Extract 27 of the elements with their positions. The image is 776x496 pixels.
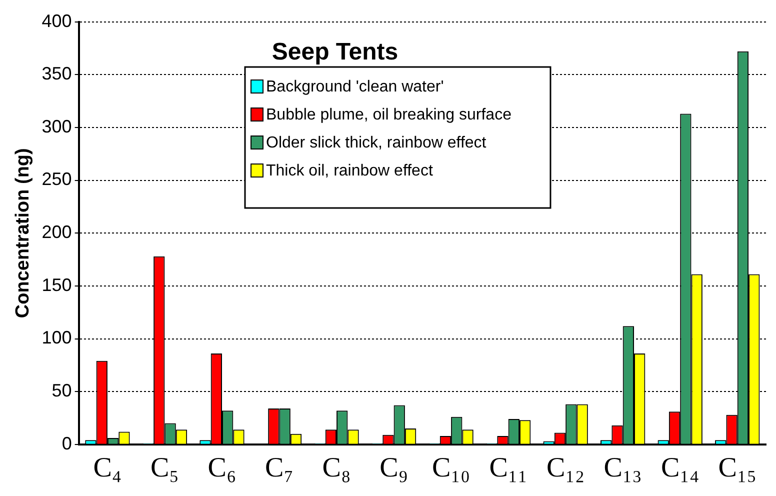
x-tick-label: C₁₃	[604, 452, 642, 484]
legend-label: Older slick thick, rainbow effect	[266, 134, 487, 152]
y-tick-label: 300	[42, 116, 72, 136]
x-tick-label: C₉	[380, 452, 408, 484]
y-tick-label: 400	[42, 10, 72, 31]
y-tick-label: 100	[42, 328, 72, 348]
y-tick-label: 250	[42, 169, 72, 190]
x-tick-label: C₅	[150, 452, 179, 484]
y-tick-label: 200	[42, 222, 72, 242]
y-tick-label: 350	[42, 64, 72, 84]
y-axis-title: Concentration (ng)	[12, 148, 34, 318]
x-tick-label: C₁₂	[546, 452, 585, 484]
legend-label: Thick oil, rainbow effect	[266, 162, 434, 180]
y-tick-label: 0	[62, 433, 72, 454]
x-tick-label: C₆	[208, 452, 236, 484]
x-tick-label: C₁₄	[661, 452, 700, 484]
x-tick-label: C₁₅	[718, 452, 756, 484]
x-tick-label: C₈	[322, 452, 351, 484]
x-tick-label: C₁₁	[489, 452, 528, 484]
x-tick-label: C₇	[265, 452, 294, 484]
legend-label: Background 'clean water'	[266, 78, 444, 96]
text: Seep Tents	[272, 38, 398, 66]
y-tick-label: 150	[42, 274, 72, 295]
legend-label: Bubble plume, oil breaking surface	[266, 106, 512, 124]
x-tick-label: C₄	[93, 452, 122, 484]
x-tick-label: C₁₀	[432, 452, 470, 484]
y-tick-label: 50	[52, 380, 72, 401]
